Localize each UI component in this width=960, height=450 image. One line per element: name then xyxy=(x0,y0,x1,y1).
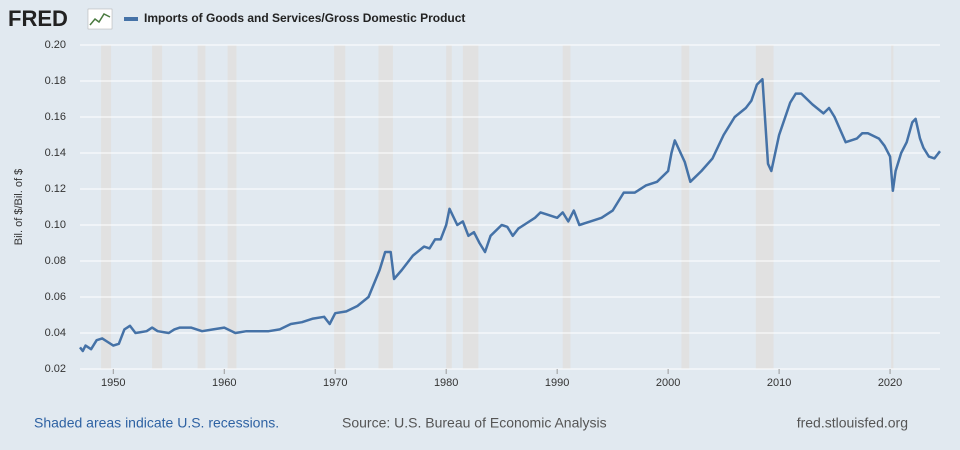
recession-band xyxy=(755,45,774,369)
recession-band xyxy=(681,45,690,369)
y-tick-label: 0.04 xyxy=(45,327,66,339)
data-line xyxy=(79,77,941,353)
x-tick-label: 2000 xyxy=(656,377,680,389)
recession-band xyxy=(562,45,571,369)
y-tick-label: 0.12 xyxy=(45,183,66,195)
logo-icon xyxy=(87,8,113,30)
recession-band xyxy=(334,45,346,369)
x-tick-label: 1960 xyxy=(212,377,236,389)
recession-note: Shaded areas indicate U.S. recessions. xyxy=(34,415,279,431)
recession-band xyxy=(152,45,163,369)
source-note: Source: U.S. Bureau of Economic Analysis xyxy=(342,415,607,431)
y-axis-label: Bil. of $/Bil. of $ xyxy=(13,169,25,245)
y-tick-label: 0.20 xyxy=(45,39,66,51)
site-note: fred.stlouisfed.org xyxy=(797,415,908,431)
y-tick-label: 0.10 xyxy=(45,219,66,231)
recession-band xyxy=(446,45,452,369)
y-tick-label: 0.18 xyxy=(45,75,66,87)
x-tick-label: 1950 xyxy=(101,377,125,389)
recession-band xyxy=(101,45,112,369)
y-tick-label: 0.14 xyxy=(45,147,66,159)
y-tick-label: 0.16 xyxy=(45,111,66,123)
y-tick-label: 0.02 xyxy=(45,363,66,375)
logo: FRED xyxy=(8,6,68,31)
x-tick-label: 2010 xyxy=(767,377,791,389)
recession-band xyxy=(462,45,479,369)
legend-label: Imports of Goods and Services/Gross Dome… xyxy=(144,11,465,25)
recession-band xyxy=(378,45,393,369)
x-tick-label: 1980 xyxy=(434,377,458,389)
x-tick-label: 2020 xyxy=(878,377,902,389)
recession-band xyxy=(227,45,237,369)
y-tick-label: 0.08 xyxy=(45,255,66,267)
plot-area xyxy=(80,45,940,369)
recession-band xyxy=(891,45,894,369)
recession-band xyxy=(197,45,206,369)
x-tick-label: 1990 xyxy=(545,377,569,389)
y-tick-label: 0.06 xyxy=(45,291,66,303)
x-tick-label: 1970 xyxy=(323,377,347,389)
